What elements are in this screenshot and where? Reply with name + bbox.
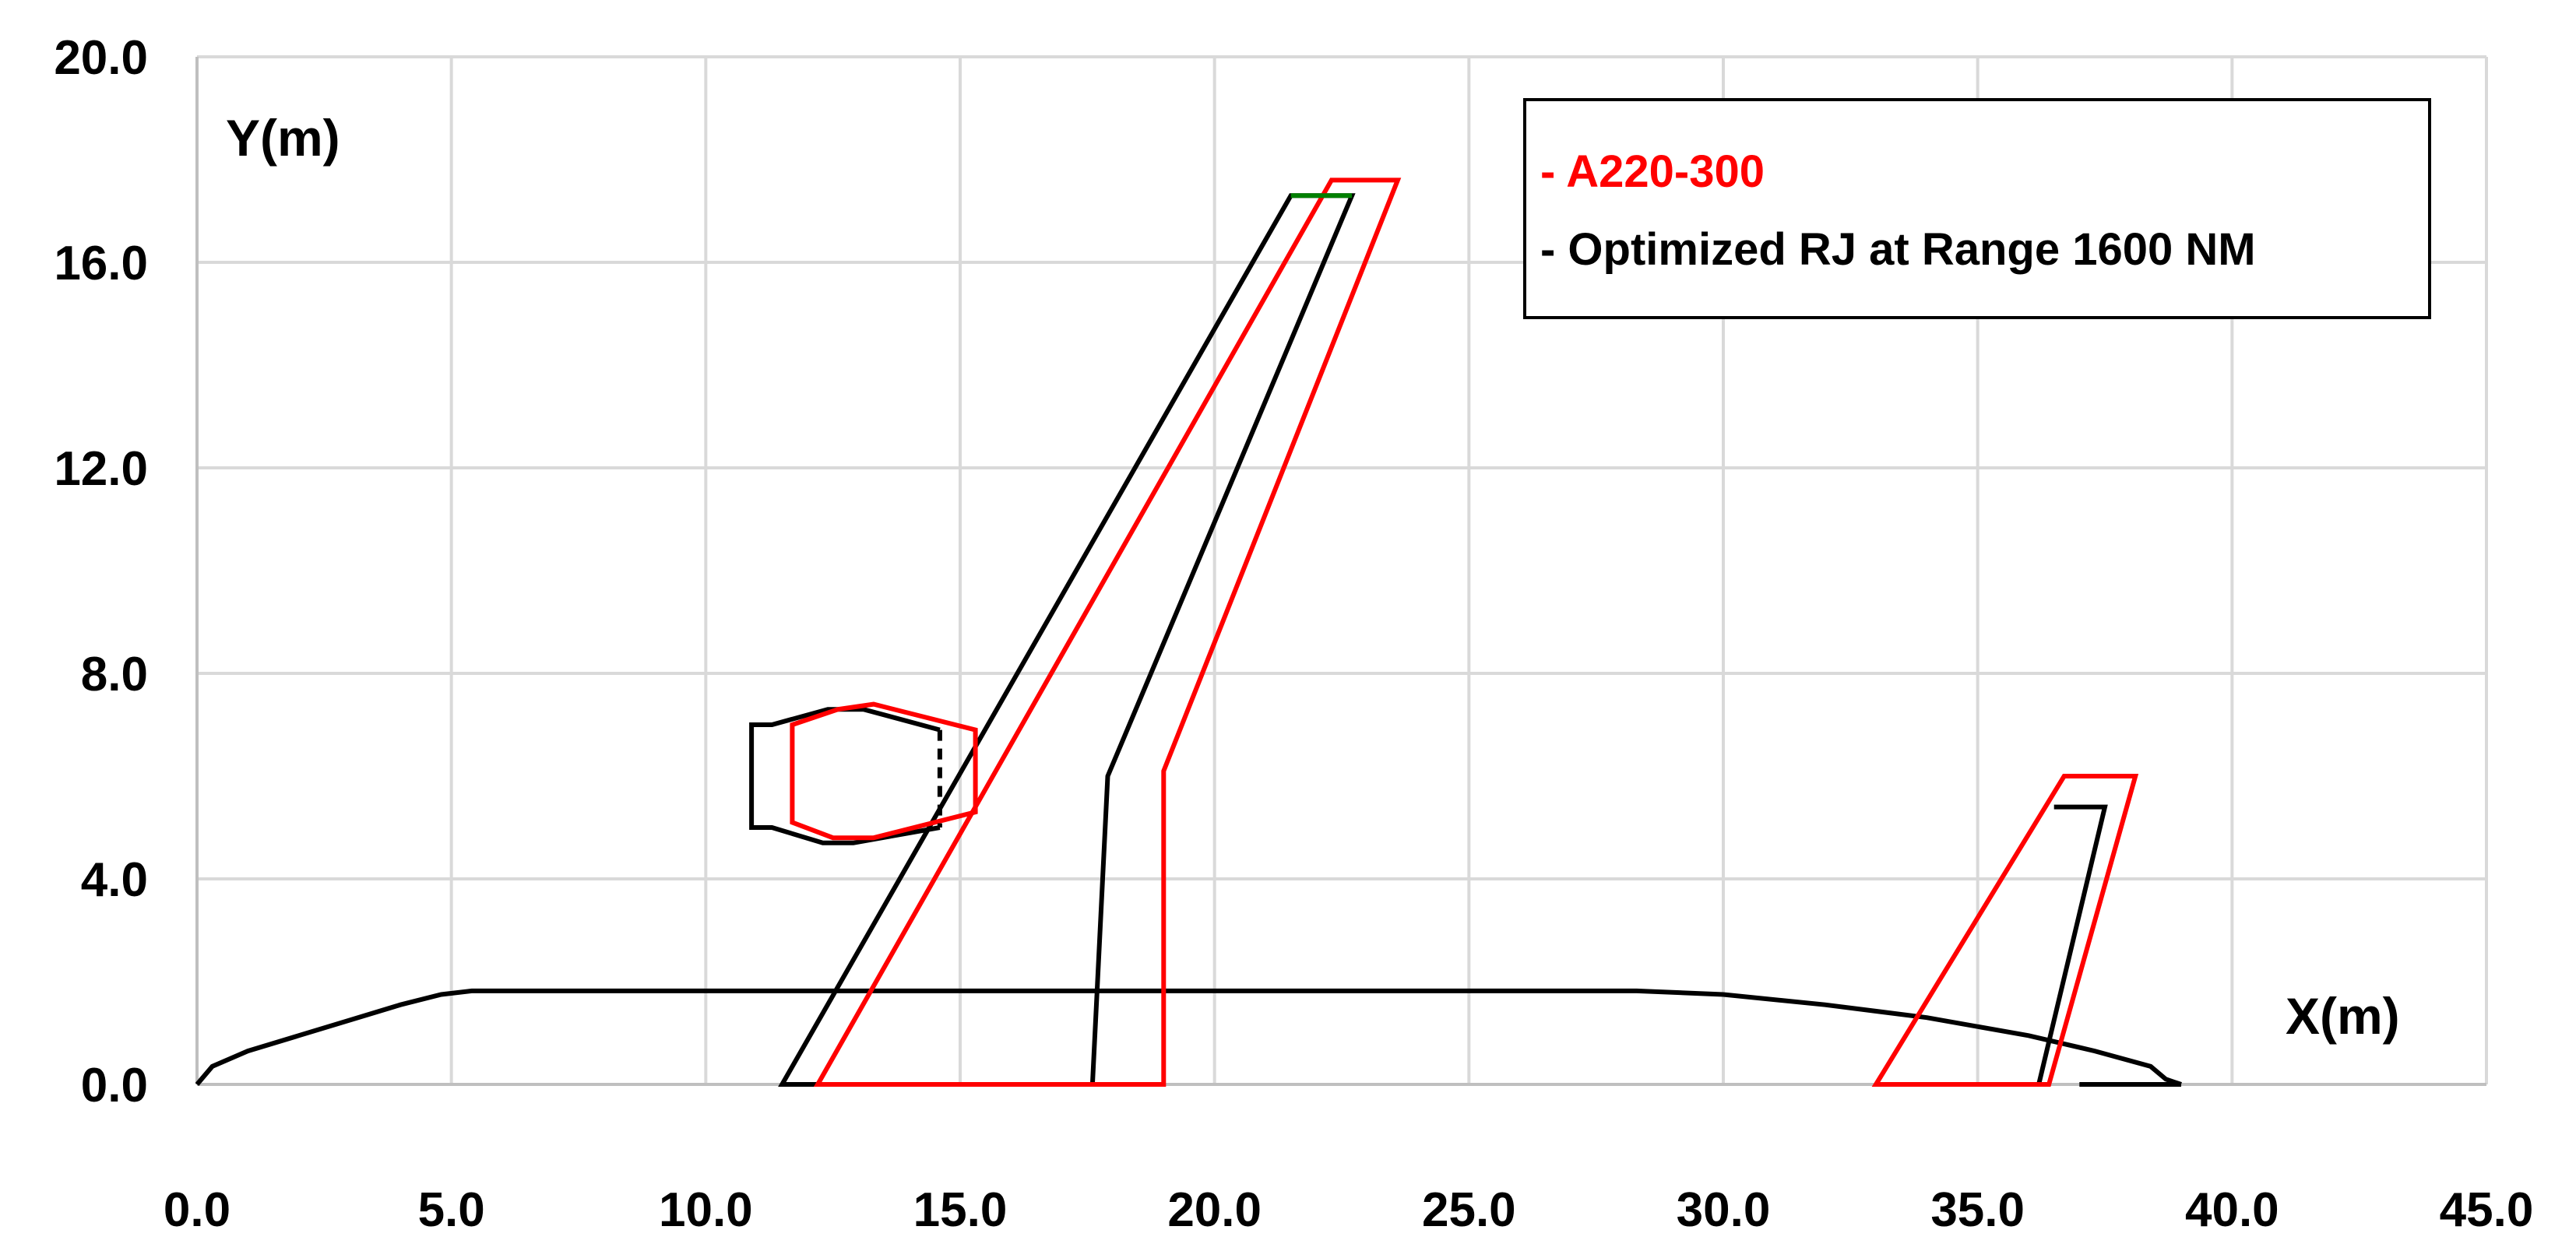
x-axis-label: X(m) <box>2286 987 2400 1045</box>
series-fuselage <box>195 988 2182 1087</box>
x-tick-label: 10.0 <box>659 1183 753 1237</box>
x-tick-label: 20.0 <box>1167 1183 1262 1237</box>
legend: - A220-300 - Optimized RJ at Range 1600 … <box>1523 98 2431 319</box>
y-axis-label: Y(m) <box>226 109 340 167</box>
x-tick-label: 35.0 <box>1930 1183 2025 1237</box>
tick-labels: 0.0 5.0 10.0 15.0 20.0 25.0 30.0 35.0 40.0 45.0 0.… <box>54 31 2533 1237</box>
series-htail-a220 <box>1871 774 2139 1087</box>
legend-entry-a220: - A220-300 <box>1540 146 1765 197</box>
x-tick-label: 40.0 <box>2185 1183 2279 1237</box>
x-tick-label: 5.0 <box>418 1183 485 1237</box>
x-tick-label: 30.0 <box>1677 1183 1771 1237</box>
legend-box <box>1523 98 2431 319</box>
y-tick-label: 0.0 <box>81 1059 148 1112</box>
series-nacelle-a220 <box>790 701 978 841</box>
x-tick-label: 15.0 <box>913 1183 1008 1237</box>
legend-entry-optimized-rj: - Optimized RJ at Range 1600 NM <box>1540 224 2256 275</box>
series-layer <box>195 177 2182 1087</box>
x-tick-label: 0.0 <box>164 1183 231 1237</box>
y-tick-label: 20.0 <box>54 31 148 85</box>
y-tick-label: 4.0 <box>81 853 148 907</box>
y-tick-label: 16.0 <box>54 237 148 290</box>
x-tick-label: 45.0 <box>2440 1183 2534 1237</box>
y-tick-label: 12.0 <box>54 442 148 496</box>
x-tick-label: 25.0 <box>1422 1183 1516 1237</box>
y-tick-label: 8.0 <box>81 648 148 701</box>
series-wing-a220 <box>813 177 1402 1087</box>
series-htail-optimized <box>2036 804 2108 1085</box>
